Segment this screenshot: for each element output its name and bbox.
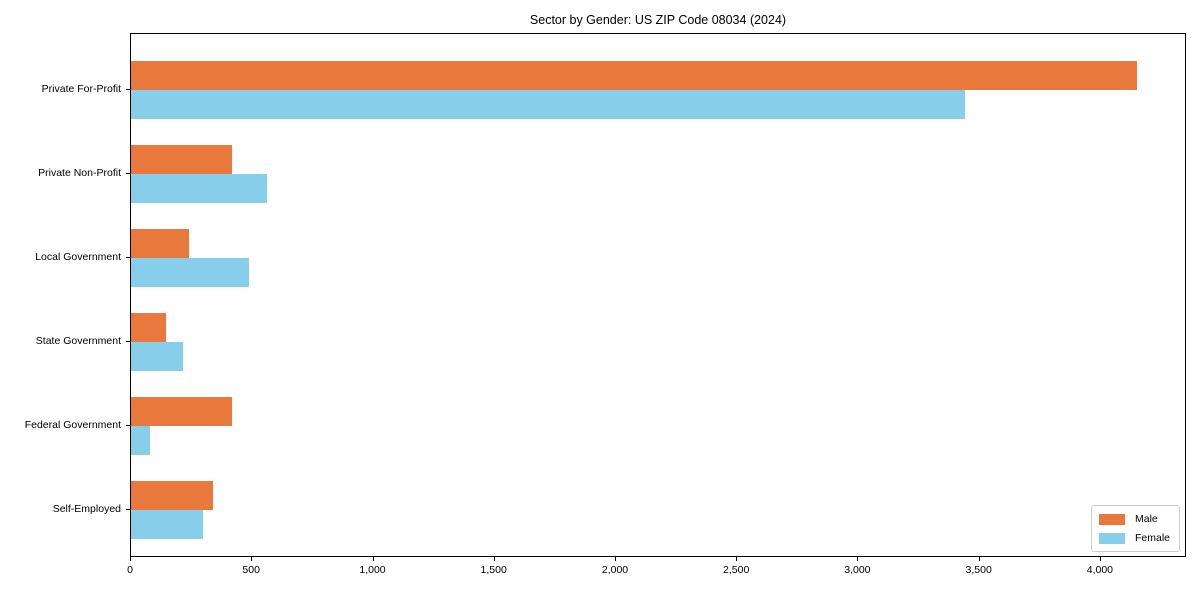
y-axis-label-state-government: State Government — [35, 334, 121, 347]
chart-title: Sector by Gender: US ZIP Code 08034 (202… — [529, 13, 787, 27]
y-axis-tick — [126, 88, 130, 90]
bar-male-federal-government — [131, 396, 232, 426]
x-axis-tick — [1099, 557, 1101, 561]
y-axis-tick — [126, 509, 130, 510]
x-axis-label-1-000: 1,000 — [359, 564, 386, 576]
x-axis-label-3-500: 3,500 — [965, 564, 992, 576]
bar-male-private-for-profit — [131, 60, 1138, 90]
y-axis-tick — [126, 172, 130, 174]
x-axis-tick — [736, 557, 738, 561]
bar-female-private-non-profit — [131, 173, 267, 203]
x-axis-tick — [493, 557, 495, 561]
x-axis-label-3-000: 3,000 — [844, 564, 871, 576]
bar-female-federal-government — [131, 425, 151, 455]
y-axis-label-self-employed: Self-Employed — [52, 503, 121, 515]
bar-male-local-government — [131, 228, 190, 258]
y-axis-label-private-for-profit: Private For-Profit — [41, 82, 121, 95]
bar-female-private-for-profit — [131, 89, 966, 119]
y-axis-tick — [126, 256, 130, 258]
y-axis-tick — [126, 424, 130, 426]
legend-swatch-male — [1098, 513, 1125, 525]
legend-label-male: Male — [1134, 513, 1158, 525]
legend-swatch-female — [1098, 532, 1125, 544]
x-axis-label-500: 500 — [242, 564, 260, 576]
x-axis-tick — [978, 557, 980, 561]
bar-male-self-employed — [131, 481, 214, 510]
x-axis-tick — [251, 557, 253, 561]
y-axis-label-private-non-profit: Private Non-Profit — [38, 166, 121, 179]
legend-item-male: Male — [1098, 513, 1170, 525]
plot-area: Male Female — [130, 33, 1186, 557]
bar-female-self-employed — [131, 510, 203, 539]
bar-female-state-government — [131, 341, 184, 371]
x-axis-label-2-000: 2,000 — [601, 564, 629, 576]
x-axis-label-4-000: 4,000 — [1086, 564, 1114, 576]
bar-male-state-government — [131, 312, 167, 342]
legend-label-female: Female — [1134, 532, 1170, 544]
legend-item-female: Female — [1098, 532, 1170, 544]
bar-female-local-government — [131, 257, 249, 287]
x-axis-label-2-500: 2,500 — [723, 564, 750, 576]
x-axis-label-0: 0 — [127, 564, 133, 576]
y-axis-label-local-government: Local Government — [35, 250, 121, 263]
x-axis-tick — [615, 557, 616, 561]
y-axis-tick — [126, 340, 130, 342]
x-axis-tick — [130, 557, 131, 561]
y-axis-label-federal-government: Federal Government — [24, 418, 121, 431]
legend: Male Female — [1090, 505, 1180, 552]
x-axis-tick — [857, 557, 859, 561]
bar-male-private-non-profit — [131, 144, 232, 174]
x-axis-tick — [372, 557, 374, 561]
x-axis-label-1-500: 1,500 — [480, 564, 507, 576]
